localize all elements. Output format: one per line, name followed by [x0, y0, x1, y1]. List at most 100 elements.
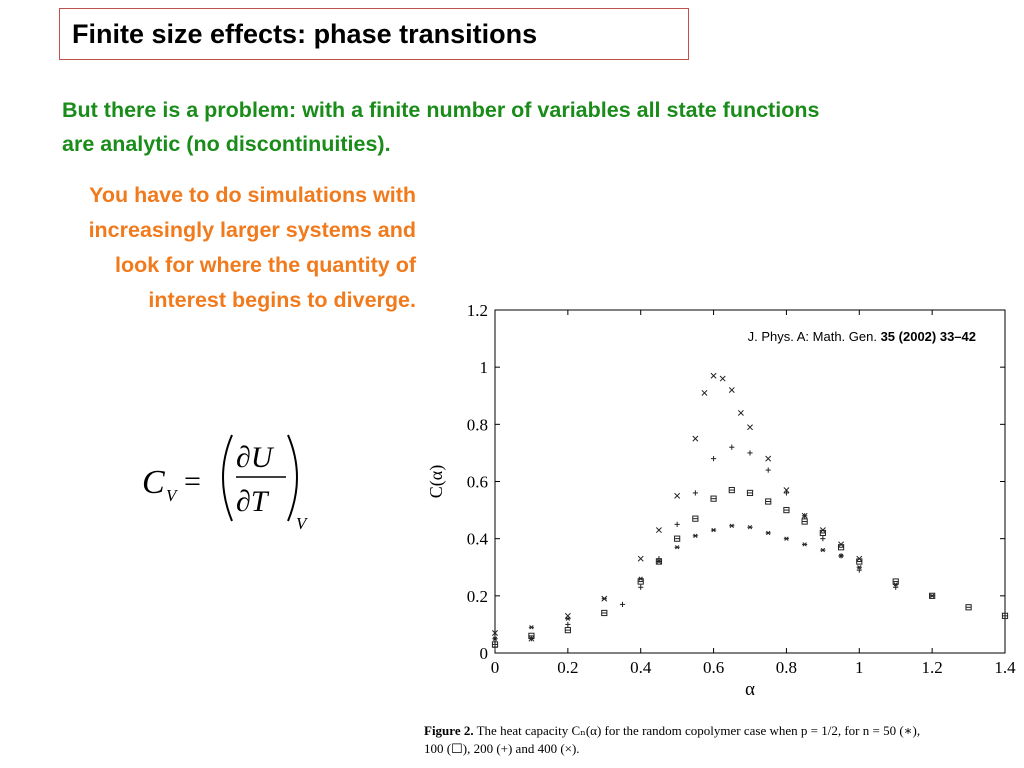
heat-capacity-equation: C V = ∂U ∂T V: [142, 434, 309, 533]
point-n200-17: [893, 584, 899, 590]
problem-line-2: are analytic (no discontinuities).: [62, 132, 391, 156]
point-n100-15: [837, 544, 845, 551]
x-axis-label: α: [745, 679, 755, 700]
point-n400-18: [838, 541, 845, 548]
point-n100-13: [801, 518, 808, 525]
point-n100-16: [856, 558, 863, 565]
x-tick-label-3: 0.6: [703, 658, 724, 677]
y-axis-label: C(α): [426, 465, 447, 498]
point-n100-19: [965, 604, 972, 611]
x-tick-label-6: 1.2: [922, 658, 943, 677]
chart-axes: 0 0.2 0.4 0.6 0.8 1 1.2 1.4 0 0.2 0.4 0.6 0.8 1 1.2 α C(…: [426, 301, 1016, 700]
x-tick-label-2: 0.4: [630, 658, 652, 677]
chart-points: [491, 372, 1009, 650]
advice-line-3: look for where the quantity of: [114, 253, 416, 277]
point-n400-5: [655, 527, 662, 534]
left-paren: [222, 434, 233, 522]
point-n400-7: [692, 435, 699, 442]
point-n200-7: [692, 490, 698, 496]
point-n100-8: [710, 495, 717, 502]
caption-text-1: The heat capacity Cₙ(α) for the random c…: [473, 723, 921, 738]
caption-line-2: 100 (☐), 200 (+) and 400 (×).: [424, 741, 580, 756]
point-n100-20: [1001, 612, 1009, 619]
heat-capacity-chart: 0 0.2 0.4 0.6 0.8 1 1.2 1.4 0 0.2 0.4 0.6 0.8 1 1.2 α C(…: [426, 301, 1016, 700]
journal-reference-volume: 35 (2002) 33–42: [881, 329, 976, 344]
point-n100-12: [783, 506, 790, 514]
point-n400-8: [701, 389, 708, 396]
point-n50-0: [492, 636, 498, 641]
point-n400-14: [765, 455, 772, 462]
eq-rhs-sub: V: [296, 514, 309, 533]
advice-line-2: increasingly larger systems and: [88, 218, 416, 242]
right-paren: [287, 434, 298, 522]
figure-caption: Figure 2. The heat capacity Cₙ(α) for th…: [424, 722, 1024, 758]
eq-lhs-sub: V: [166, 486, 179, 505]
x-tick-label-0: 0: [491, 658, 500, 677]
point-n400-15: [783, 487, 790, 494]
point-n50-11: [765, 530, 771, 536]
journal-reference: J. Phys. A: Math. Gen. 35 (2002) 33–42: [748, 329, 976, 344]
point-n200-16: [856, 567, 862, 573]
point-n50-8: [710, 527, 717, 533]
point-n400-12: [737, 409, 744, 416]
point-n100-9: [728, 486, 735, 494]
y-tick-label-6: 1.2: [467, 301, 488, 320]
point-n200-6: [674, 521, 680, 527]
advice-line-1: You have to do simulations with: [89, 183, 416, 207]
point-n100-17: [892, 578, 899, 585]
point-n400-10: [719, 375, 726, 382]
x-tick-label-4: 0.8: [776, 658, 797, 677]
point-n100-10: [746, 489, 754, 497]
plot-frame: [494, 309, 1006, 654]
y-tick-label-3: 0.6: [467, 473, 488, 492]
point-n200-9: [729, 444, 735, 450]
y-tick-label-1: 0.2: [467, 587, 488, 606]
point-n400-11: [728, 387, 735, 393]
point-n50-9: [729, 523, 735, 528]
point-n100-7: [692, 515, 699, 522]
point-n400-13: [747, 424, 753, 431]
x-tick-label-5: 1: [855, 658, 864, 677]
point-n400-9: [710, 372, 717, 379]
point-n200-3: [619, 601, 626, 608]
point-n50-7: [692, 533, 698, 538]
point-n400-0: [492, 630, 498, 636]
y-tick-label-0: 0: [480, 644, 489, 663]
point-n200-14: [820, 536, 826, 542]
x-tick-label-1: 0.2: [557, 658, 578, 677]
point-n100-11: [765, 498, 772, 505]
problem-line-1: But there is a problem: with a finite nu…: [62, 98, 820, 122]
point-n200-4: [638, 584, 644, 590]
point-n400-19: [856, 555, 863, 562]
point-n100-3: [601, 609, 608, 617]
point-n50-16: [856, 565, 862, 570]
point-n400-17: [819, 527, 826, 534]
point-n200-5: [656, 556, 662, 562]
point-n50-10: [747, 525, 753, 530]
x-tick-label-7: 1.4: [994, 658, 1016, 677]
point-n200-15: [838, 553, 844, 559]
caption-label: Figure 2.: [424, 723, 474, 738]
advice-line-4: interest begins to diverge.: [148, 288, 416, 312]
point-n50-6: [674, 545, 680, 550]
point-n50-1: [528, 625, 535, 630]
slide-title: Finite size effects: phase transitions: [59, 8, 689, 60]
problem-statement: But there is a problem: with a finite nu…: [62, 93, 962, 161]
slide-title-text: Finite size effects: phase transitions: [72, 18, 538, 49]
point-n400-3: [601, 595, 608, 602]
caption-line-1: Figure 2. The heat capacity Cₙ(α) for th…: [424, 722, 1024, 740]
eq-denominator: ∂T: [236, 485, 270, 518]
point-n400-6: [674, 492, 681, 499]
point-n50-14: [820, 547, 826, 553]
eq-lhs: C: [142, 464, 165, 501]
journal-reference-text: J. Phys. A: Math. Gen.: [748, 329, 881, 344]
point-n100-4: [637, 578, 644, 585]
point-n100-18: [929, 592, 936, 599]
point-n100-6: [674, 535, 681, 542]
point-n400-1: [528, 635, 535, 642]
y-tick-label-4: 0.8: [467, 415, 488, 434]
y-tick-label-2: 0.4: [467, 530, 489, 549]
y-tick-label-5: 1: [480, 358, 489, 377]
point-n200-12: [783, 490, 790, 496]
point-n50-13: [802, 542, 808, 547]
